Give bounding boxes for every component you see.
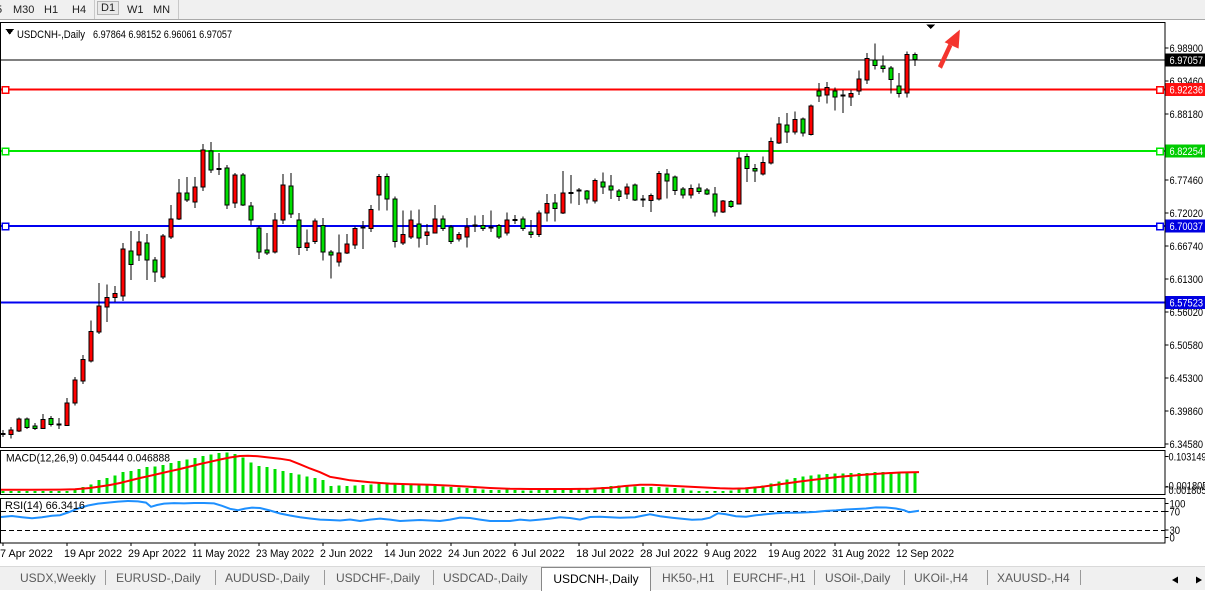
svg-text:12 Sep 2022: 12 Sep 2022 bbox=[896, 548, 954, 560]
svg-text:6.39860: 6.39860 bbox=[1170, 406, 1204, 418]
svg-text:6.82254: 6.82254 bbox=[1170, 146, 1204, 158]
svg-text:0.103149: 0.103149 bbox=[1169, 452, 1205, 464]
svg-text:6.72020: 6.72020 bbox=[1170, 208, 1204, 220]
svg-text:6.66740: 6.66740 bbox=[1170, 241, 1204, 253]
svg-text:2 Jun 2022: 2 Jun 2022 bbox=[320, 548, 373, 560]
svg-text:MACD(12,26,9) 0.045444 0.04688: MACD(12,26,9) 0.045444 0.046888 bbox=[6, 453, 170, 465]
svg-text:24 Jun 2022: 24 Jun 2022 bbox=[448, 548, 506, 560]
svg-text:7 Apr 2022: 7 Apr 2022 bbox=[0, 548, 53, 560]
svg-text:6.50580: 6.50580 bbox=[1170, 340, 1204, 352]
svg-text:19 Aug 2022: 19 Aug 2022 bbox=[768, 548, 826, 560]
svg-text:29 Apr 2022: 29 Apr 2022 bbox=[128, 548, 186, 560]
svg-text:28 Jul 2022: 28 Jul 2022 bbox=[640, 548, 698, 560]
svg-text:23 May 2022: 23 May 2022 bbox=[256, 548, 314, 560]
svg-text:USDCNH-,Daily: USDCNH-,Daily bbox=[17, 29, 85, 41]
svg-text:31 Aug 2022: 31 Aug 2022 bbox=[832, 548, 890, 560]
svg-text:19 Apr 2022: 19 Apr 2022 bbox=[64, 548, 122, 560]
svg-text:0: 0 bbox=[1170, 532, 1175, 544]
svg-text:6.34580: 6.34580 bbox=[1170, 439, 1204, 451]
svg-text:18 Jul 2022: 18 Jul 2022 bbox=[576, 548, 634, 560]
svg-text:11 May 2022: 11 May 2022 bbox=[192, 548, 250, 560]
svg-text:6.45300: 6.45300 bbox=[1170, 373, 1204, 385]
svg-text:6 Jul 2022: 6 Jul 2022 bbox=[512, 548, 565, 560]
svg-text:6.98900: 6.98900 bbox=[1170, 43, 1204, 55]
svg-text:6.61300: 6.61300 bbox=[1170, 274, 1204, 286]
svg-text:9 Aug 2022: 9 Aug 2022 bbox=[704, 548, 757, 560]
svg-text:6.92236: 6.92236 bbox=[1170, 85, 1204, 97]
svg-text:70: 70 bbox=[1170, 506, 1181, 518]
svg-text:6.70037: 6.70037 bbox=[1170, 221, 1204, 233]
svg-text:6.97057: 6.97057 bbox=[1170, 55, 1204, 67]
svg-text:6.57523: 6.57523 bbox=[1170, 298, 1204, 310]
svg-text:6.97864 6.98152 6.96061 6.9705: 6.97864 6.98152 6.96061 6.97057 bbox=[93, 29, 232, 41]
svg-text:6.77460: 6.77460 bbox=[1170, 175, 1204, 187]
svg-text:14 Jun 2022: 14 Jun 2022 bbox=[384, 548, 442, 560]
svg-text:RSI(14) 66.3416: RSI(14) 66.3416 bbox=[5, 500, 85, 512]
svg-text:6.88180: 6.88180 bbox=[1170, 109, 1204, 121]
svg-text:0.001805: 0.001805 bbox=[1169, 485, 1205, 497]
